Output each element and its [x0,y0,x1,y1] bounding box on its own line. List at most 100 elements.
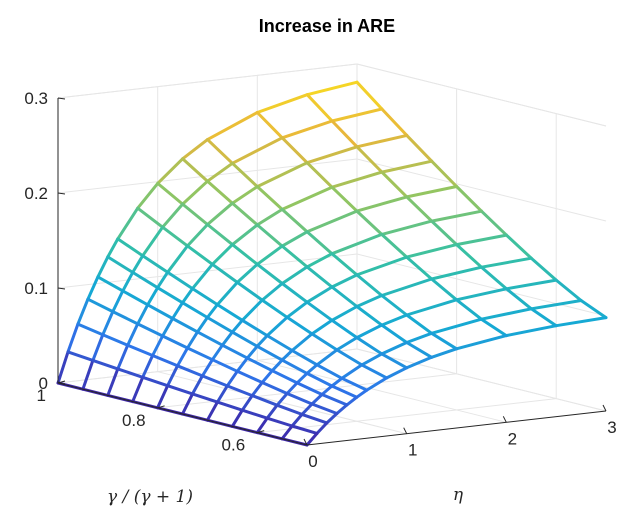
mesh-segment [280,230,309,248]
mesh-segment [265,416,294,428]
mesh-segment [121,270,135,293]
mesh-segment [554,316,608,328]
mesh-segment [126,343,155,357]
mesh-segment [455,185,483,213]
grid-line-z-back [57,158,358,194]
y-axis-line [57,382,308,446]
mesh-segment [290,412,304,428]
mesh-segment [430,209,483,223]
mesh-segment [116,206,140,241]
mesh-segment [230,223,259,247]
mesh-segment [186,346,214,362]
mesh-segment [430,317,483,335]
x-tick-label: 3 [607,418,616,437]
mesh-segment [126,322,140,347]
mesh-segment [280,185,334,211]
mesh-segment [315,421,329,435]
mesh-segment [141,254,170,274]
mesh-segment [355,323,384,340]
mesh-segment [186,223,209,248]
x-tick-label: 0 [308,452,317,471]
mesh-segment [285,381,299,395]
x-axis-line [306,410,607,446]
mesh-segment [330,232,384,256]
mesh-segment [136,322,165,338]
mesh-segment [380,159,434,174]
mesh-segment [106,367,120,397]
mesh-segment [280,358,309,375]
mesh-segment [280,244,309,269]
x-tick-label: 1 [408,441,417,460]
mesh-segment [131,254,145,274]
mesh-segment [405,243,459,259]
mesh-segment [156,181,185,206]
mesh-segment [345,395,359,407]
mesh-segment [280,119,334,140]
mesh-segment [141,354,155,379]
mesh-segment [310,393,324,406]
mesh-segment [280,207,309,234]
z-tick-mark [57,97,66,100]
mesh-segment [290,332,314,352]
mesh-segment [380,107,409,137]
mesh-segment [325,412,339,425]
mesh-segment [141,375,170,388]
mesh-segment [91,333,105,362]
mesh-segment [290,349,319,367]
mesh-segment [455,334,508,351]
mesh-segment [330,119,359,149]
mesh-segment [330,318,359,340]
mesh-segment [504,233,533,260]
box-edge [356,63,607,127]
mesh-segment [305,93,334,123]
mesh-segment [260,381,289,395]
x-tick-mark [602,404,607,412]
mesh-segment [230,330,259,348]
mesh-segment [275,403,304,416]
mesh-segment [205,400,219,422]
mesh-segment [260,369,274,384]
mesh-segment [206,111,259,142]
mesh-segment [380,294,409,317]
mesh-segment [240,408,269,420]
mesh-segment [191,392,219,404]
mesh-segment [206,179,234,205]
mesh-segment [101,310,115,337]
x-tick-mark [303,438,308,446]
mesh-segment [405,331,434,344]
mesh-segment [405,255,434,281]
mesh-segment [300,412,329,425]
mesh-segment [255,207,284,227]
mesh-segment [101,333,130,347]
mesh-segment [235,280,264,302]
mesh-segment [181,301,209,319]
z-tick-label: 0.2 [24,184,48,203]
mesh-segment [504,324,558,338]
mesh-segment [305,285,334,304]
mesh-segment [355,294,384,308]
mesh-segment [166,270,194,291]
mesh-segment [171,301,184,320]
mesh-segment [405,195,434,223]
mesh-segment [430,219,459,247]
mesh-segment [156,286,184,305]
mesh-segment [91,358,120,371]
mesh-segment [290,424,319,435]
mesh-segment [554,278,583,302]
mesh-segment [181,202,209,226]
mesh-segment [430,265,483,281]
mesh-segment [430,277,458,302]
y-axis-label: γ / (γ + 1) [107,487,193,507]
mesh-segment [116,367,145,379]
z-tick-label: 0.1 [24,279,48,298]
mesh-segment [176,346,189,368]
mesh-segment [360,352,384,367]
mesh-segment [215,384,229,404]
x-tick-mark [403,427,408,434]
z-tick-mark [57,287,66,290]
axes-frame [57,98,607,446]
mesh-segment [191,287,219,307]
mesh-segment [255,262,284,285]
mesh-segment [255,93,309,114]
grid-line-x-floor [356,348,607,412]
